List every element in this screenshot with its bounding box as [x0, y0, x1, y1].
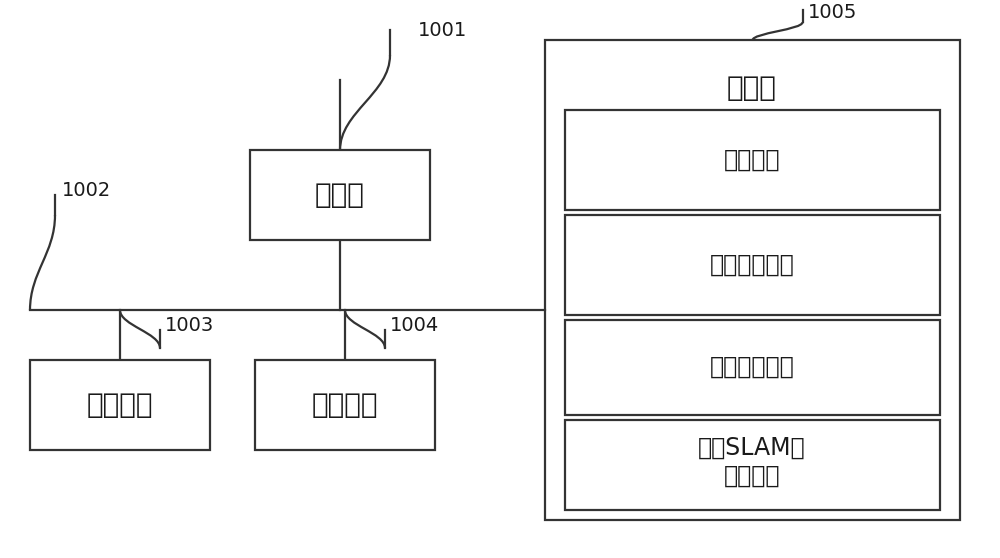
Bar: [565, 320, 940, 415]
Text: 处理器: 处理器: [315, 181, 365, 209]
Text: 用户接口模块: 用户接口模块: [710, 355, 794, 379]
Text: 1005: 1005: [808, 3, 857, 22]
Text: 1004: 1004: [390, 316, 439, 335]
Text: 用户接口: 用户接口: [87, 391, 153, 419]
Text: 1003: 1003: [165, 316, 214, 335]
Text: 存储器: 存储器: [727, 74, 777, 102]
Bar: [255, 360, 435, 450]
Bar: [565, 215, 940, 315]
Text: 单目SLAM初
始化程序: 单目SLAM初 始化程序: [698, 436, 806, 488]
Text: 1001: 1001: [418, 21, 467, 40]
Bar: [250, 150, 430, 240]
Bar: [30, 360, 210, 450]
Bar: [565, 420, 940, 510]
Bar: [565, 110, 940, 210]
Bar: [545, 40, 960, 520]
Text: 操作系统: 操作系统: [724, 148, 780, 172]
Text: 网络通信模块: 网络通信模块: [710, 253, 794, 277]
Text: 1002: 1002: [62, 181, 111, 200]
Text: 网络接口: 网络接口: [312, 391, 378, 419]
